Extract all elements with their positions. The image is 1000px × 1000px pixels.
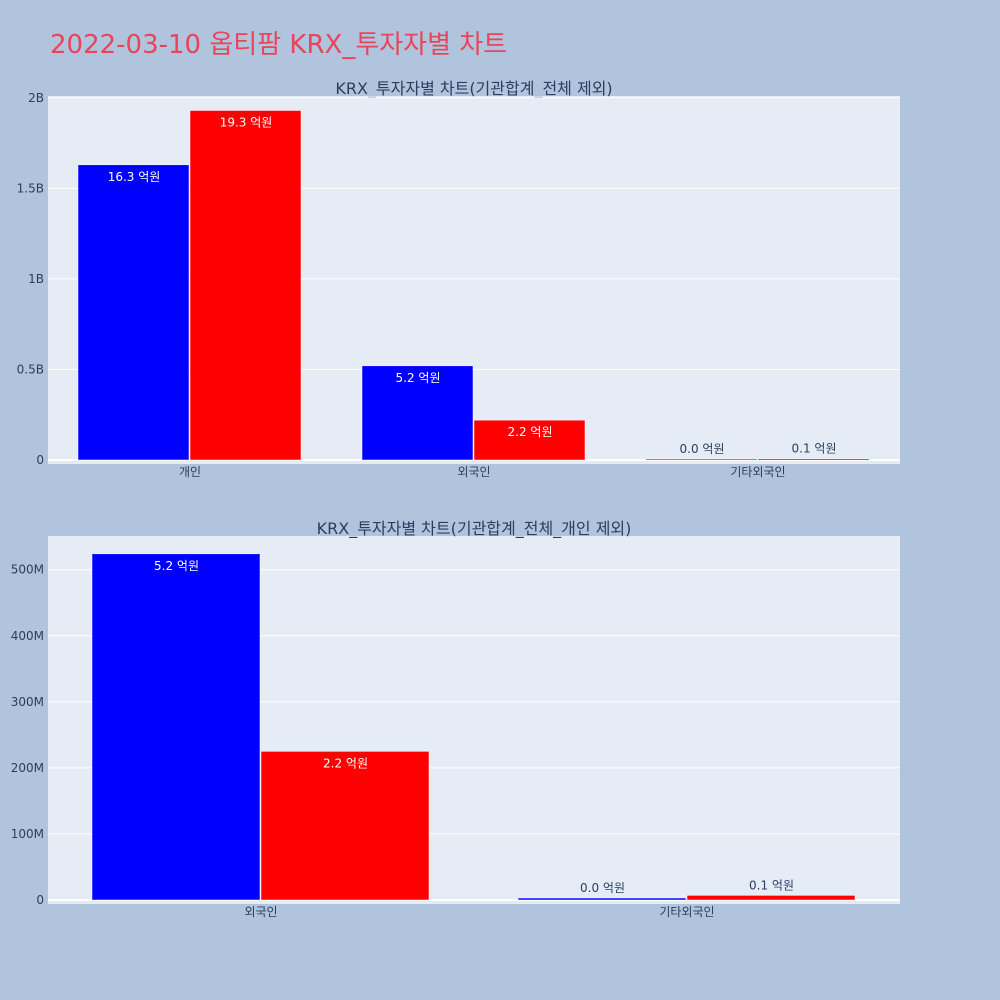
bar-data-label: 0.0 억원 xyxy=(580,881,625,895)
y-tick-label: 1.5B xyxy=(17,181,44,195)
x-tick-label: 기타외국인 xyxy=(659,905,714,919)
y-tick-label: 0.5B xyxy=(17,362,44,376)
x-tick-label: 개인 xyxy=(179,465,201,479)
y-tick-label: 400M xyxy=(11,629,44,643)
y-tick-label: 2B xyxy=(28,91,44,105)
bar-data-label: 19.3 억원 xyxy=(220,115,273,129)
bar-외국인-0[interactable] xyxy=(361,365,474,461)
y-tick-label: 300M xyxy=(11,695,44,709)
x-tick-label: 외국인 xyxy=(457,465,490,479)
y-tick-label: 100M xyxy=(11,827,44,841)
bar-data-label: 16.3 억원 xyxy=(108,170,161,184)
y-tick-label: 200M xyxy=(11,761,44,775)
page-title: 2022-03-10 옵티팜 KRX_투자자별 차트 xyxy=(50,30,508,60)
bar-data-label: 0.0 억원 xyxy=(680,442,725,456)
bar-data-label: 0.1 억원 xyxy=(749,878,794,892)
bar-개인-0[interactable] xyxy=(77,164,190,461)
bar-기타외국인-0[interactable] xyxy=(517,897,687,901)
chart-title: KRX_투자자별 차트(기관합계_전체 제외) xyxy=(335,79,612,99)
bar-외국인-0[interactable] xyxy=(91,553,261,901)
bar-외국인-1[interactable] xyxy=(473,419,586,461)
bar-기타외국인-1[interactable] xyxy=(757,458,870,461)
x-tick-label: 외국인 xyxy=(244,905,277,919)
bar-개인-1[interactable] xyxy=(189,110,302,461)
y-tick-label: 1B xyxy=(28,272,44,286)
bar-기타외국인-0[interactable] xyxy=(645,458,758,461)
bar-data-label: 2.2 억원 xyxy=(323,756,368,770)
chart-title: KRX_투자자별 차트(기관합계_전체_개인 제외) xyxy=(317,519,632,539)
bar-data-label: 0.1 억원 xyxy=(792,442,837,456)
bar-data-label: 2.2 억원 xyxy=(508,425,553,439)
x-tick-label: 기타외국인 xyxy=(730,465,785,479)
y-tick-label: 0 xyxy=(36,893,44,907)
bar-기타외국인-1[interactable] xyxy=(686,895,856,901)
bar-외국인-1[interactable] xyxy=(260,751,430,901)
y-tick-label: 0 xyxy=(36,453,44,467)
bar-data-label: 5.2 억원 xyxy=(154,559,199,573)
bar-data-label: 5.2 억원 xyxy=(396,371,441,385)
y-tick-label: 500M xyxy=(11,563,44,577)
